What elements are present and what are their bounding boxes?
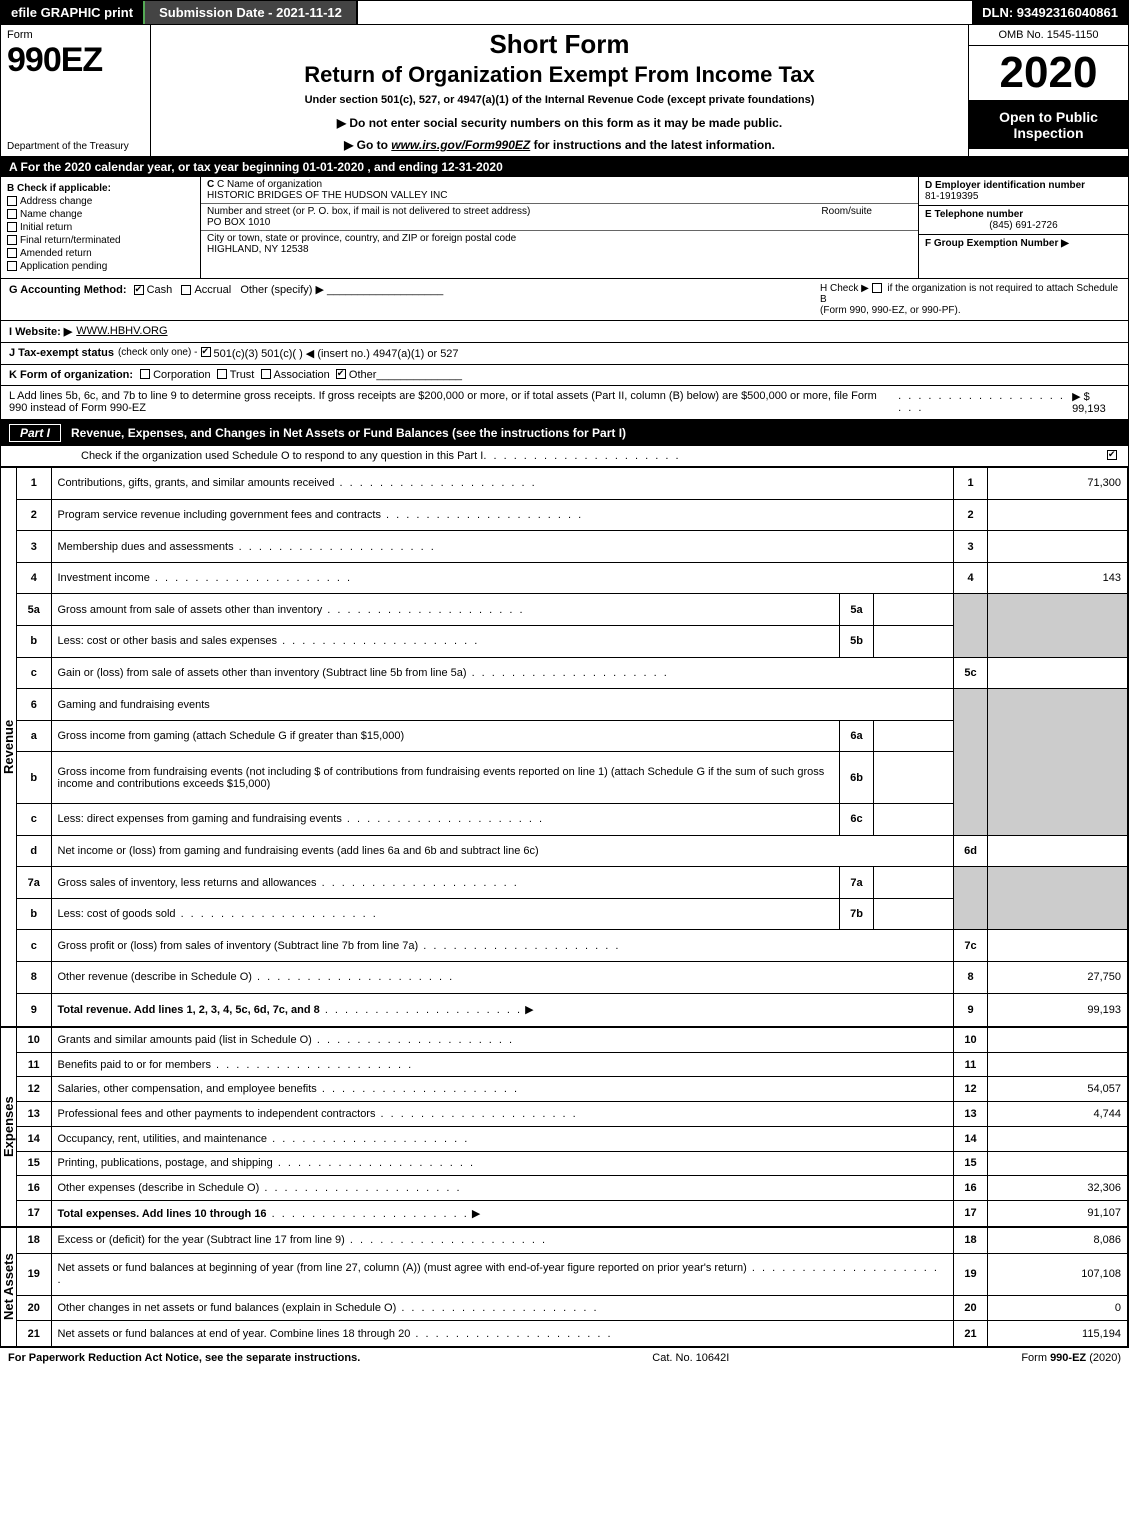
k-org-form-row: K Form of organization: Corporation Trus… xyxy=(1,365,1128,386)
h-check: H Check ▶ if the organization is not req… xyxy=(820,283,1120,316)
l-text: L Add lines 5b, 6c, and 7b to line 9 to … xyxy=(9,390,898,414)
i-label: I Website: ▶ xyxy=(9,325,72,338)
l-amount: ▶ $ 99,193 xyxy=(1072,390,1120,415)
cat-number: Cat. No. 10642I xyxy=(652,1352,729,1364)
check-item[interactable]: Application pending xyxy=(7,261,194,272)
top-bar: efile GRAPHIC print Submission Date - 20… xyxy=(1,1,1128,25)
org-info: C C Name of organization HISTORIC BRIDGE… xyxy=(201,177,918,278)
h-checkbox[interactable] xyxy=(872,283,882,293)
schedule-o-checkbox[interactable] xyxy=(1107,450,1117,460)
department-label: Department of the Treasury xyxy=(7,141,144,152)
check-hdr: B Check if applicable: xyxy=(7,183,194,194)
form-container: efile GRAPHIC print Submission Date - 20… xyxy=(0,0,1129,1348)
ssn-warning: ▶ Do not enter social security numbers o… xyxy=(161,116,958,130)
f-label: F Group Exemption Number ▶ xyxy=(925,238,1069,249)
j-opts: 501(c)(3) 501(c)( ) ◀ (insert no.) 4947(… xyxy=(214,347,459,360)
check-item[interactable]: Initial return xyxy=(7,222,194,233)
check-item[interactable]: Address change xyxy=(7,196,194,207)
j-label: J Tax-exempt status xyxy=(9,347,114,359)
check-item[interactable]: Name change xyxy=(7,209,194,220)
501c3-checkbox[interactable] xyxy=(201,347,211,357)
addr-label: Number and street (or P. O. box, if mail… xyxy=(207,206,530,217)
ein-value: 81-1919395 xyxy=(925,191,978,202)
city-label: City or town, state or province, country… xyxy=(207,233,516,244)
form-header: Form 990EZ Department of the Treasury Sh… xyxy=(1,25,1128,157)
accrual-checkbox[interactable] xyxy=(181,285,191,295)
d-label: D Employer identification number xyxy=(925,180,1085,191)
netassets-side-label: Net Assets xyxy=(1,1227,17,1347)
website-value[interactable]: WWW.HBHV.ORG xyxy=(76,325,167,337)
i-website-row: I Website: ▶ WWW.HBHV.ORG xyxy=(1,321,1128,343)
header-right: OMB No. 1545-1150 2020 Open to Public In… xyxy=(968,25,1128,156)
check-item[interactable]: Amended return xyxy=(7,248,194,259)
e-label: E Telephone number xyxy=(925,209,1023,220)
part-number: Part I xyxy=(9,424,61,442)
irs-link[interactable]: www.irs.gov/Form990EZ xyxy=(391,138,530,152)
d-e-f-block: D Employer identification number 81-1919… xyxy=(918,177,1128,278)
org-name: HISTORIC BRIDGES OF THE HUDSON VALLEY IN… xyxy=(207,190,447,201)
form-word: Form xyxy=(7,29,144,41)
submission-date: Submission Date - 2021-11-12 xyxy=(145,1,358,24)
header-left: Form 990EZ Department of the Treasury xyxy=(1,25,151,156)
omb-number: OMB No. 1545-1150 xyxy=(969,25,1128,46)
expenses-table: 10Grants and similar amounts paid (list … xyxy=(17,1027,1128,1227)
spacer xyxy=(358,1,972,24)
period-row: A For the 2020 calendar year, or tax yea… xyxy=(1,157,1128,177)
g-label: G Accounting Method: xyxy=(9,284,127,296)
tax-year: 2020 xyxy=(969,46,1128,101)
cash-checkbox[interactable] xyxy=(134,285,144,295)
form-ref: Form 990-EZ (2020) xyxy=(1021,1352,1121,1364)
paperwork-notice: For Paperwork Reduction Act Notice, see … xyxy=(8,1352,360,1364)
c-label: C C Name of organization xyxy=(207,179,447,190)
org-city: HIGHLAND, NY 12538 xyxy=(207,244,516,255)
under-section: Under section 501(c), 527, or 4947(a)(1)… xyxy=(161,94,958,106)
expenses-side-label: Expenses xyxy=(1,1027,17,1227)
revenue-table: 1Contributions, gifts, grants, and simil… xyxy=(17,467,1128,1027)
header-center: Short Form Return of Organization Exempt… xyxy=(151,25,968,156)
entity-block: B Check if applicable: Address change Na… xyxy=(1,177,1128,279)
dln-number: DLN: 93492316040861 xyxy=(972,1,1128,24)
part1-header: Part I Revenue, Expenses, and Changes in… xyxy=(1,420,1128,446)
form-number: 990EZ xyxy=(7,41,144,80)
netassets-table: 18Excess or (deficit) for the year (Subt… xyxy=(17,1227,1128,1347)
part1-sub: Check if the organization used Schedule … xyxy=(1,446,1128,467)
g-h-row: G Accounting Method: Cash Accrual Other … xyxy=(1,279,1128,321)
goto-post: for instructions and the latest informat… xyxy=(530,138,775,152)
part1-title: Revenue, Expenses, and Changes in Net As… xyxy=(71,426,626,440)
short-form-label: Short Form xyxy=(161,29,958,60)
check-item[interactable]: Final return/terminated xyxy=(7,235,194,246)
form-title: Return of Organization Exempt From Incom… xyxy=(161,62,958,88)
room-suite-label: Room/suite xyxy=(821,206,912,228)
k-label: K Form of organization: xyxy=(9,369,133,381)
j-status-row: J Tax-exempt status (check only one) - 5… xyxy=(1,343,1128,365)
open-public: Open to Public Inspection xyxy=(969,101,1128,149)
l-gross-receipts: L Add lines 5b, 6c, and 7b to line 9 to … xyxy=(1,386,1128,420)
goto-pre: ▶ Go to xyxy=(344,138,391,152)
phone-value: (845) 691-2726 xyxy=(925,220,1122,231)
revenue-side-label: Revenue xyxy=(1,467,17,1027)
check-if-applicable: B Check if applicable: Address change Na… xyxy=(1,177,201,278)
goto-line: ▶ Go to www.irs.gov/Form990EZ for instru… xyxy=(161,138,958,152)
page-footer: For Paperwork Reduction Act Notice, see … xyxy=(0,1348,1129,1368)
org-address: PO BOX 1010 xyxy=(207,217,530,228)
efile-print-label[interactable]: efile GRAPHIC print xyxy=(1,1,145,24)
